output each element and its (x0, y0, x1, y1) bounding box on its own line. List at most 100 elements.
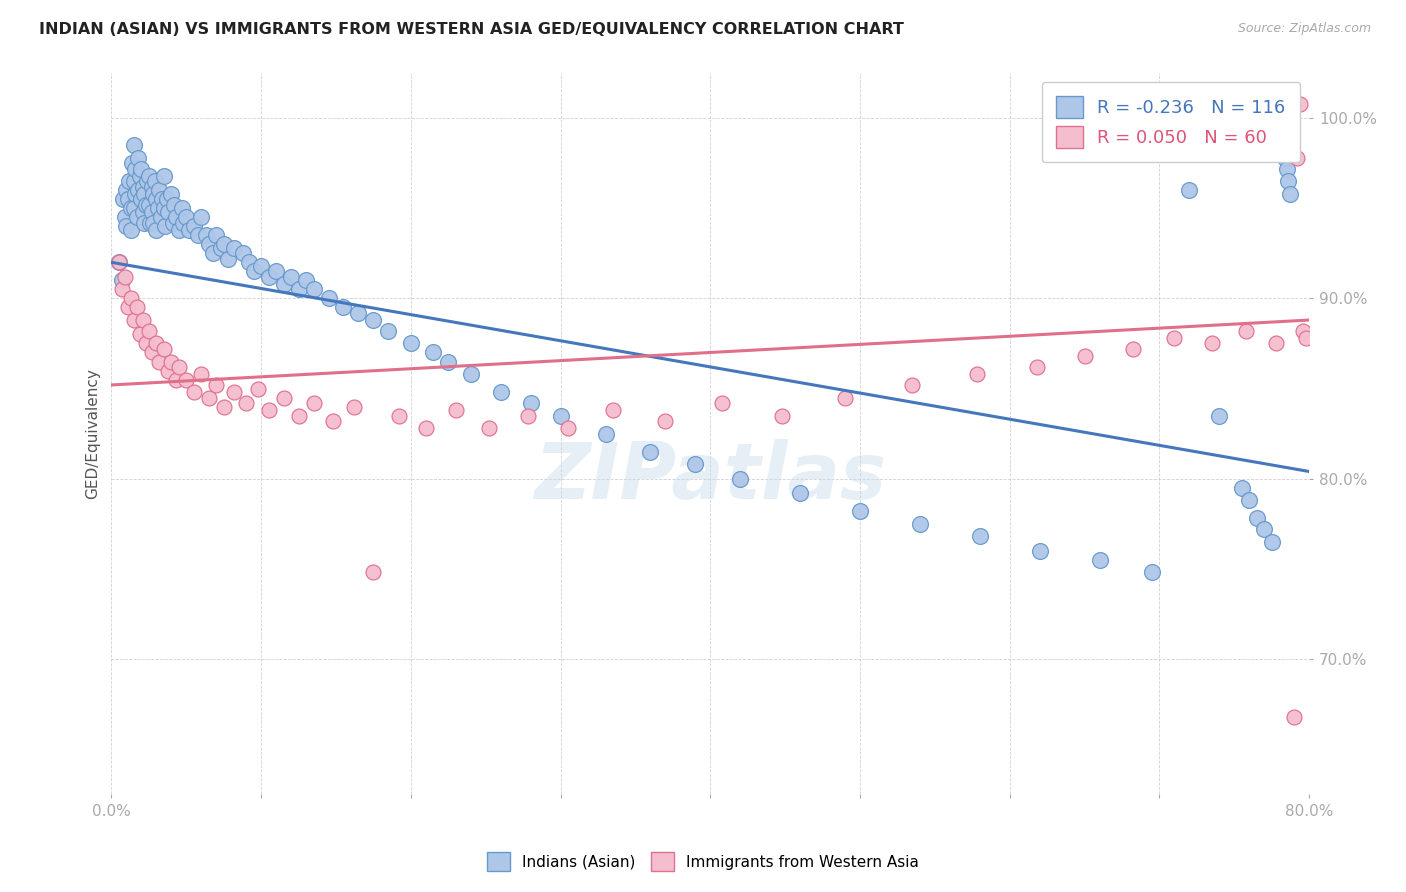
Point (302, 282, 325, 296)
Point (1025, 359, 1047, 374)
Point (155, 219, 177, 234)
Point (969, 529, 991, 543)
Point (516, 409, 538, 423)
Point (117, 192, 139, 206)
Point (165, 211, 187, 225)
Point (1265, 107, 1288, 121)
Point (127, 151, 149, 165)
Point (138, 169, 160, 183)
Point (122, 174, 145, 188)
Point (136, 174, 159, 188)
Point (1234, 324, 1257, 338)
Point (108, 255, 131, 269)
Point (128, 327, 150, 342)
Point (134, 216, 156, 230)
Point (422, 345, 444, 359)
Point (174, 211, 197, 225)
Point (128, 169, 150, 183)
Point (908, 516, 931, 531)
Point (167, 359, 190, 374)
Point (114, 211, 136, 225)
Point (118, 174, 141, 188)
Point (322, 414, 344, 428)
Point (557, 421, 579, 435)
Point (550, 409, 572, 423)
Point (966, 367, 988, 381)
Point (388, 409, 411, 423)
Point (1239, 493, 1261, 508)
Point (197, 391, 219, 405)
Point (273, 277, 295, 291)
Point (654, 414, 676, 428)
Point (135, 197, 157, 211)
Point (153, 169, 176, 183)
Point (187, 228, 209, 243)
Point (163, 197, 186, 211)
Point (257, 403, 280, 417)
Point (685, 458, 707, 472)
Point (224, 241, 246, 255)
Point (120, 201, 142, 215)
Point (132, 313, 155, 327)
Point (489, 385, 512, 400)
Point (141, 179, 163, 194)
Point (242, 264, 264, 278)
Point (212, 400, 235, 414)
Point (165, 372, 187, 386)
Point (1284, 710, 1306, 724)
Point (1278, 186, 1301, 201)
Point (143, 174, 166, 188)
Point (141, 204, 163, 219)
Point (160, 186, 183, 201)
Point (145, 336, 167, 351)
Point (1277, 174, 1299, 188)
Text: ZIPatlas: ZIPatlas (534, 439, 886, 515)
Point (122, 138, 145, 153)
Point (224, 385, 246, 400)
Point (1253, 522, 1275, 536)
Legend: Indians (Asian), Immigrants from Western Asia: Indians (Asian), Immigrants from Western… (481, 847, 925, 877)
Point (153, 342, 176, 356)
Point (1272, 138, 1295, 153)
Point (139, 216, 162, 230)
Point (190, 211, 212, 225)
Point (1163, 331, 1185, 345)
Point (264, 264, 287, 278)
Point (148, 183, 170, 197)
Point (1292, 324, 1315, 338)
Point (444, 403, 467, 417)
Point (460, 367, 482, 381)
Point (217, 252, 239, 266)
Point (125, 211, 148, 225)
Point (287, 409, 309, 423)
Point (332, 301, 354, 315)
Point (156, 192, 179, 206)
Legend: R = -0.236   N = 116, R = 0.050   N = 60: R = -0.236 N = 116, R = 0.050 N = 60 (1042, 82, 1301, 162)
Point (519, 396, 541, 410)
Point (437, 354, 460, 368)
Point (730, 472, 752, 486)
Point (142, 186, 165, 201)
Point (273, 391, 295, 405)
Point (125, 301, 148, 315)
Point (232, 246, 254, 260)
Point (1275, 161, 1298, 176)
Text: INDIAN (ASIAN) VS IMMIGRANTS FROM WESTERN ASIA GED/EQUIVALENCY CORRELATION CHART: INDIAN (ASIAN) VS IMMIGRANTS FROM WESTER… (39, 22, 904, 37)
Point (478, 421, 501, 435)
Point (134, 186, 156, 201)
Point (640, 444, 662, 458)
Point (834, 391, 856, 405)
Text: Source: ZipAtlas.com: Source: ZipAtlas.com (1237, 22, 1371, 36)
Point (157, 204, 180, 219)
Point (238, 255, 260, 269)
Point (711, 396, 734, 410)
Point (1230, 481, 1253, 495)
Point (399, 336, 422, 351)
Point (157, 363, 180, 377)
Point (183, 219, 205, 234)
Point (108, 255, 131, 269)
Point (205, 378, 228, 392)
Point (174, 372, 197, 386)
Point (167, 223, 190, 237)
Point (131, 161, 153, 176)
